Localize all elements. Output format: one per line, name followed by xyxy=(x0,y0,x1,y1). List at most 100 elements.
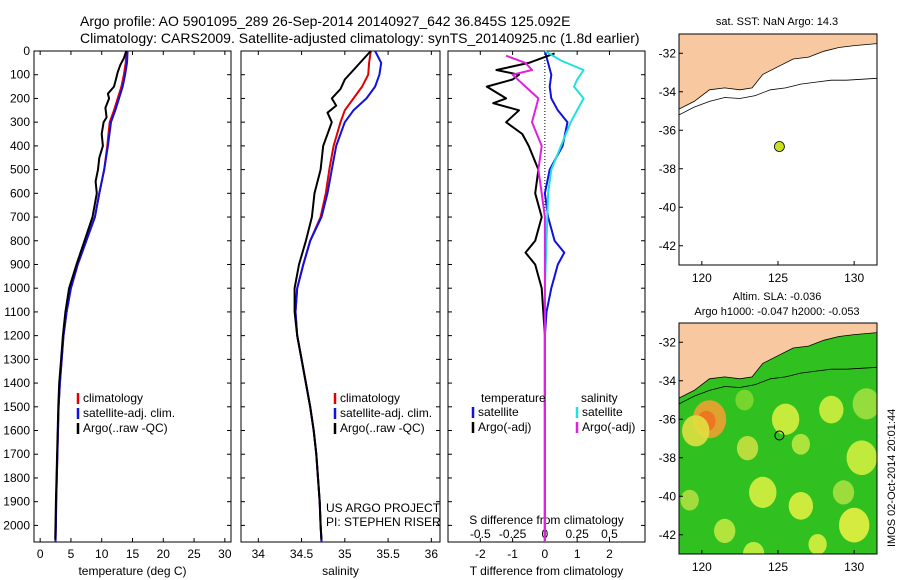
depth-tick-label: 1600 xyxy=(3,424,30,438)
temperature-xtick-label: 25 xyxy=(187,547,201,561)
sla-map-panel: Altim. SLA: -0.036 Argo h1000: -0.047 h20… xyxy=(659,291,898,574)
sst-xtick-label: 130 xyxy=(844,271,864,285)
sst-depth-contour xyxy=(679,77,877,116)
sla-ytick-label: -42 xyxy=(659,528,677,542)
salinity-difference-tick-label: 0.25 xyxy=(566,527,590,541)
sla-ytick-label: -32 xyxy=(659,335,677,349)
sst-ytick-label: -32 xyxy=(659,46,677,60)
sst-land xyxy=(679,34,877,110)
sst-ytick-label: -42 xyxy=(659,239,677,253)
sla-sla-patch xyxy=(846,440,877,476)
depth-tick-label: 100 xyxy=(10,68,30,82)
sla-xtick-label: 130 xyxy=(844,560,864,574)
sst-plot-area xyxy=(679,34,877,265)
salinity-difference-tick-label: -0.25 xyxy=(499,527,527,541)
salinity-panel: 34 34.5 35 35.5 36 salinity climatologysatelli… xyxy=(240,50,441,578)
depth-tick-label: 900 xyxy=(10,257,30,271)
depth-tick-label: 1300 xyxy=(3,352,30,366)
sla-ytick-label: -40 xyxy=(659,489,677,503)
salinity-legend-label: satellite-adj. clim. xyxy=(340,406,432,420)
differences-axes-frame xyxy=(447,50,646,543)
temperature-xtick-label: 15 xyxy=(126,547,140,561)
depth-tick-label: 200 xyxy=(10,91,30,105)
depth-tick-label: 1700 xyxy=(3,447,30,461)
depth-tick-label: 1200 xyxy=(3,329,30,343)
sla-sla-patch xyxy=(838,507,870,543)
temperature-xtick-label: 5 xyxy=(68,547,75,561)
project-annotation: PI: STEPHEN RISER xyxy=(326,515,441,529)
salinity-axes-frame xyxy=(240,50,441,543)
differences-xtick-label: 1 xyxy=(574,547,581,561)
depth-tick-label: 1900 xyxy=(3,495,30,509)
sla-sla-patch xyxy=(714,518,736,544)
depth-tick-label: 400 xyxy=(10,139,30,153)
sla-map-title: Altim. SLA: -0.036 xyxy=(733,291,822,303)
depth-tick-label: 300 xyxy=(10,115,30,129)
temperature-panel: 0100200300400500600700800900100011001200… xyxy=(3,44,232,578)
sla-xtick-label: 120 xyxy=(692,560,712,574)
sla-sla-patch xyxy=(771,403,800,435)
sst-ytick-label: -34 xyxy=(659,85,677,99)
salinity-legend-label: climatology xyxy=(340,391,400,405)
temperature-axes-frame xyxy=(33,50,232,543)
salinity-difference-tick-label: -0.5 xyxy=(470,527,491,541)
difference-panel: -2 -1 0 1 2 T difference from climatology S di… xyxy=(447,50,646,578)
temperature-series-climatology xyxy=(54,50,128,543)
temperature-xtick-label: 0 xyxy=(37,547,44,561)
sla-sla-patch xyxy=(852,388,877,420)
figure-title-line1: Argo profile: AO 5901095_289 26-Sep-2014… xyxy=(80,13,571,29)
sla-depth-contour xyxy=(679,366,877,405)
salinity-series-argo xyxy=(293,50,372,540)
sst-ytick-label: -36 xyxy=(659,123,677,137)
salinity-xtick-label: 35.5 xyxy=(376,547,400,561)
sla-map-subtitle: Argo h1000: -0.047 h2000: -0.053 xyxy=(694,306,859,318)
sla-ytick-label: -38 xyxy=(659,451,677,465)
diff-legend-label: satellite xyxy=(478,405,519,419)
salinity-xtick-label: 36 xyxy=(425,547,439,561)
temperature-legend-label: climatology xyxy=(83,391,143,405)
depth-tick-label: 500 xyxy=(10,163,30,177)
sla-sla-patch xyxy=(791,433,810,455)
salinity-xlabel: salinity xyxy=(322,564,359,578)
sla-ytick-label: -36 xyxy=(659,412,677,426)
sst-ytick-label: -40 xyxy=(659,200,677,214)
depth-tick-label: 2000 xyxy=(3,518,30,532)
sla-sla-patch xyxy=(682,415,710,447)
sla-land xyxy=(679,323,877,399)
sla-sla-patch xyxy=(742,541,765,554)
imos-timestamp-label: IMOS 02-Oct-2014 20:01:44 xyxy=(886,409,898,547)
sst-map-panel: sat. SST: NaN Argo: 14.3 120 125 130 -32 -34 -… xyxy=(659,16,878,285)
depth-tick-label: 1100 xyxy=(4,305,30,319)
temperature-xtick-label: 20 xyxy=(157,547,171,561)
sst-xtick-label: 125 xyxy=(768,271,788,285)
sla-sla-patch xyxy=(788,492,814,520)
depth-tick-label: 1000 xyxy=(3,281,30,295)
sst-map-title: sat. SST: NaN Argo: 14.3 xyxy=(716,16,838,28)
differences-series-satellite_salinity xyxy=(543,50,585,542)
depth-tick-label: 700 xyxy=(10,210,30,224)
salinity-xtick-label: 34 xyxy=(252,547,266,561)
sst-xtick-label: 120 xyxy=(692,271,712,285)
sla-sla-patch xyxy=(832,480,855,505)
temperature-xtick-label: 30 xyxy=(218,547,232,561)
sst-ytick-label: -38 xyxy=(659,162,677,176)
temperature-xlabel: temperature (deg C) xyxy=(78,564,186,578)
salinity-series-climatology xyxy=(294,50,372,543)
sla-sla-patch xyxy=(749,476,777,508)
temperature-series-argo xyxy=(54,50,128,540)
temperature-legend-label: satellite-adj. clim. xyxy=(83,406,175,420)
salinity-xtick-label: 34.5 xyxy=(290,547,314,561)
depth-tick-label: 1400 xyxy=(3,376,30,390)
salinity-difference-label: S difference from climatology xyxy=(469,513,624,527)
diff-legend-label: Argo(-adj) xyxy=(478,420,531,434)
salinity-legend-label: Argo(..raw -QC) xyxy=(340,421,425,435)
differences-xtick-label: -1 xyxy=(507,547,518,561)
sla-sla-patch xyxy=(819,395,844,424)
sla-sla-patch xyxy=(808,533,827,554)
sla-sla-patch xyxy=(735,389,754,411)
sla-sla-patch xyxy=(736,435,759,461)
temperature-xtick-label: 10 xyxy=(95,547,109,561)
temperature-series-satellite xyxy=(54,50,129,543)
sla-xtick-label: 125 xyxy=(768,560,788,574)
